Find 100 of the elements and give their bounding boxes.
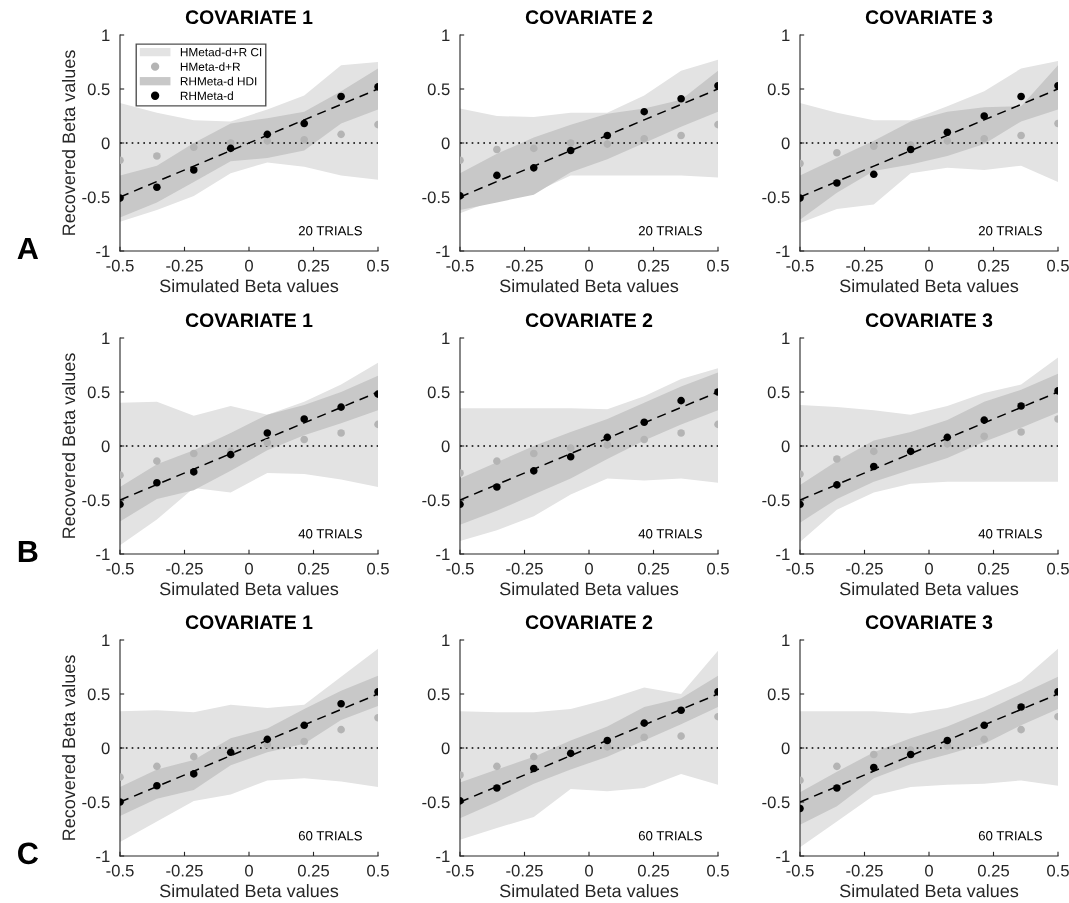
point [640, 418, 649, 427]
y-tick-label: 1 [442, 29, 450, 42]
chart-title: COVARIATE 2 [525, 313, 653, 328]
point [493, 171, 501, 180]
point [980, 112, 989, 120]
y-tick-label: -1 [436, 850, 450, 863]
point [980, 721, 989, 730]
point [153, 478, 161, 487]
point [153, 457, 161, 465]
point [337, 403, 345, 411]
chart-title: COVARIATE 2 [525, 10, 653, 25]
point [677, 396, 685, 405]
point [677, 131, 685, 140]
point [833, 455, 841, 463]
point [337, 92, 345, 101]
x-tick-label: 0 [585, 864, 593, 877]
point [869, 447, 878, 456]
y-tick-label: -1 [96, 245, 110, 258]
point [906, 145, 915, 154]
x-tick-label: 0 [245, 864, 253, 877]
x-tick-label: 0.25 [637, 562, 670, 575]
x-tick-label: 0.25 [297, 562, 330, 575]
point [603, 140, 612, 148]
y-tick-label: -0.5 [422, 191, 450, 204]
y-tick-label: 0.5 [767, 83, 790, 96]
point [677, 732, 685, 740]
point [869, 170, 878, 179]
x-tick-label: 0.5 [1047, 259, 1069, 272]
point [529, 764, 538, 773]
y-tick-label: 0 [441, 440, 450, 453]
y-tick-label: 0.5 [767, 688, 790, 701]
y-tick-label: 0.5 [87, 83, 110, 96]
x-tick-label: 0.25 [637, 259, 670, 272]
point [189, 143, 198, 152]
point [603, 736, 612, 745]
point [943, 137, 952, 145]
x-tick-label: 0 [925, 864, 933, 877]
point [189, 770, 198, 778]
point [337, 429, 345, 437]
point [1017, 428, 1025, 436]
point [640, 134, 649, 143]
point [337, 725, 345, 734]
point [566, 146, 575, 155]
point [677, 706, 685, 714]
x-tick-label: 0.5 [707, 864, 729, 877]
legend-label: HMetad-d+R CI [180, 47, 262, 57]
point [300, 119, 309, 128]
point [300, 135, 309, 144]
y-tick-label: -0.5 [762, 796, 790, 809]
point [603, 441, 612, 449]
point [226, 748, 235, 757]
point [980, 416, 989, 424]
y-tick-label: 0.5 [427, 688, 450, 701]
x-tick-label: 0 [245, 259, 253, 272]
y-axis-title: Recovered Beta values [61, 50, 76, 235]
point [189, 752, 198, 761]
point [529, 449, 538, 458]
point [300, 737, 309, 746]
x-axis-title: Simulated Beta values [500, 884, 679, 898]
chart-title: COVARIATE 3 [865, 10, 993, 25]
x-axis-title: Simulated Beta values [160, 279, 339, 293]
y-tick-label: -0.5 [422, 796, 450, 809]
y-tick-label: 1 [102, 332, 110, 345]
x-tick-label: -0.25 [166, 259, 203, 272]
point [493, 483, 501, 491]
point [943, 128, 952, 136]
chart-title: COVARIATE 2 [525, 615, 653, 630]
x-axis-title: Simulated Beta values [840, 582, 1019, 596]
point [189, 449, 198, 458]
point [189, 166, 198, 174]
point [1017, 402, 1025, 410]
point [493, 784, 501, 792]
text: B [18, 540, 38, 562]
x-tick-label: -0.25 [166, 864, 203, 877]
point [906, 447, 915, 456]
x-tick-label: 0.5 [707, 259, 729, 272]
point [153, 762, 161, 771]
point [833, 148, 841, 157]
x-tick-label: 0.25 [297, 864, 330, 877]
y-tick-label: 0 [441, 137, 450, 150]
x-tick-label: -0.25 [846, 259, 883, 272]
x-tick-label: -0.25 [506, 259, 543, 272]
y-tick-label: 0.5 [427, 83, 450, 96]
y-axis-title: Recovered Beta values [61, 655, 76, 840]
y-tick-label: -1 [776, 548, 790, 561]
point [300, 721, 309, 730]
x-axis-title: Simulated Beta values [160, 582, 339, 596]
annotation: 60 TRIALS [638, 831, 702, 841]
point [493, 457, 501, 465]
chart-title: COVARIATE 3 [865, 313, 993, 328]
y-axis-title: Recovered Beta values [61, 353, 76, 538]
point [337, 699, 345, 708]
point [529, 164, 538, 172]
point [943, 433, 952, 442]
chart-title: COVARIATE 1 [185, 615, 313, 630]
chart-title: COVARIATE 1 [185, 313, 313, 328]
legend-label: RHMeta-d HDI [180, 76, 257, 86]
y-tick-label: -1 [96, 548, 110, 561]
annotation: 60 TRIALS [298, 831, 362, 841]
y-tick-label: -1 [776, 850, 790, 863]
